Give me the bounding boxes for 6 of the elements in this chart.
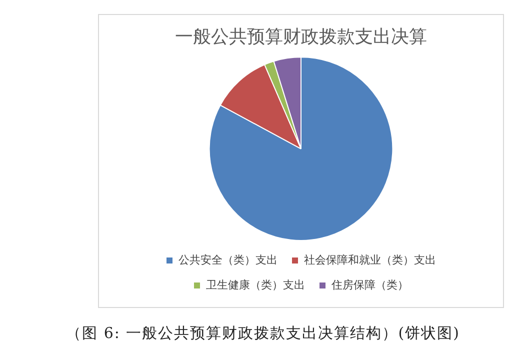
legend-label: 住房保障（类）: [332, 278, 408, 292]
text: （图 6: 一般公共预算财政拨款支出决算结构）(饼状图): [65, 324, 461, 343]
legend-label: 社会保障和就业（类）支出: [304, 253, 436, 266]
chart-title: 一般公共预算财政拨款支出决算: [175, 26, 427, 48]
legend-label: 公共安全（类）支出: [178, 253, 278, 266]
legend-label: 卫生健康（类）支出: [206, 278, 305, 292]
